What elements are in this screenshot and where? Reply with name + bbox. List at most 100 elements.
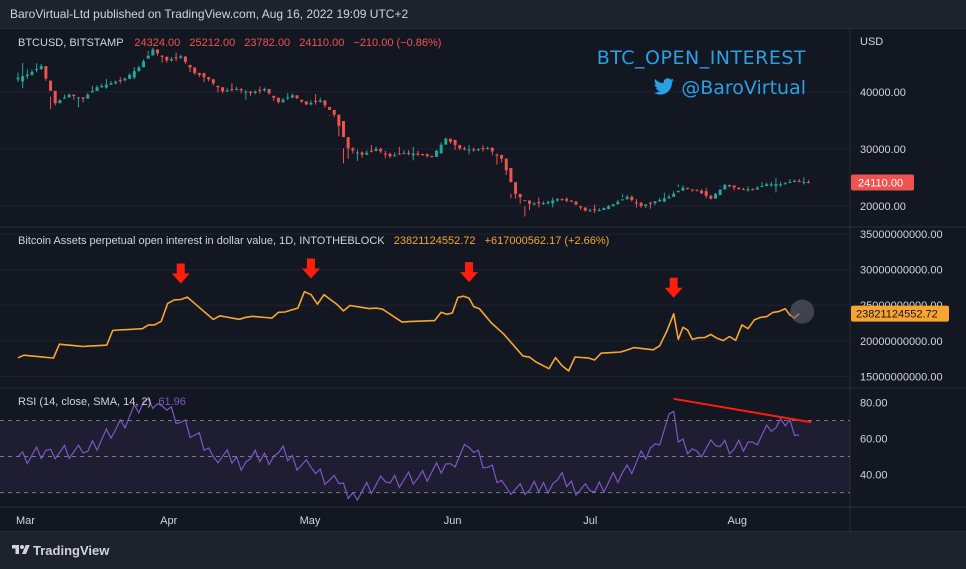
candle-body: [407, 152, 411, 154]
oi-title: Bitcoin Assets perpetual open interest i…: [18, 235, 385, 247]
candle-body: [63, 97, 66, 99]
candle-body: [793, 180, 797, 183]
down-arrow-marker: [171, 263, 190, 284]
candle-body: [439, 144, 443, 154]
candle-body: [44, 66, 48, 79]
x-tick-label: Jun: [444, 515, 462, 527]
candle-body: [314, 100, 318, 102]
candle-body: [458, 145, 462, 149]
candle-body: [276, 97, 280, 103]
candle-body: [662, 198, 666, 202]
candle-body: [346, 137, 350, 149]
brand-title: BTC_OPEN_INTEREST: [596, 47, 806, 69]
x-tick-label: Aug: [727, 515, 747, 527]
candle-body: [616, 201, 620, 205]
candle-body: [286, 97, 290, 99]
candle-body: [267, 88, 271, 94]
candle-body: [476, 149, 480, 151]
symbol-label: BTCUSD, BITSTAMP: [18, 37, 124, 49]
candle-body: [300, 99, 304, 102]
chart-svg[interactable]: 20000.00 30000.00 40000.00 24110.00 15000000…: [0, 29, 966, 533]
candle-body: [686, 187, 690, 189]
candle-body: [737, 187, 741, 189]
rsi-tick-label: 80.00: [860, 397, 888, 409]
candle-body: [593, 209, 597, 211]
candle-body: [676, 190, 680, 193]
low-value: 23782.00: [244, 37, 291, 49]
candle-body: [16, 77, 20, 80]
twitter-bird-icon: [653, 78, 675, 95]
rsi-line: [17, 397, 800, 502]
candle-body: [416, 153, 420, 155]
candle-body: [569, 200, 573, 202]
candle-body: [304, 101, 308, 105]
brand-handle-row: @BaroVirtual: [653, 76, 806, 99]
candle-body: [653, 201, 657, 203]
candle-body: [365, 152, 369, 155]
candle-body: [179, 56, 183, 58]
candle-body: [690, 189, 694, 191]
candle-body: [732, 185, 736, 188]
price-tick-label: 30000.00: [860, 144, 906, 156]
candle-body: [467, 149, 471, 151]
candle-body: [151, 49, 155, 56]
candle-body: [53, 90, 57, 104]
candle-body: [402, 152, 406, 155]
candle-body: [500, 155, 504, 159]
candle-body: [518, 194, 522, 198]
candle-body: [397, 153, 401, 155]
candle-body: [72, 94, 76, 96]
candle-body: [211, 79, 215, 84]
candle-body: [718, 189, 722, 196]
candle-body: [309, 103, 313, 105]
candle-body: [104, 84, 108, 88]
candle-body: [183, 56, 187, 62]
price-tick-label: 40000.00: [860, 87, 906, 99]
candle-body: [779, 184, 783, 186]
candle-body: [118, 80, 122, 82]
candle-body: [648, 202, 652, 204]
publisher-info: BaroVirtual-Ltd published on TradingView…: [10, 7, 409, 21]
candle-body: [239, 88, 243, 91]
down-arrow-marker: [301, 258, 320, 279]
candle-body: [58, 100, 62, 104]
candle-body: [667, 196, 671, 199]
candle-body: [123, 78, 127, 81]
candle-body: [393, 155, 397, 157]
candle-body: [639, 202, 643, 207]
candle-body: [495, 154, 499, 156]
candle-body: [788, 182, 792, 184]
change-value: −210.00 (−0.86%): [353, 37, 442, 49]
candle-body: [188, 64, 192, 68]
oi-tick-label: 15000000000.00: [860, 371, 943, 383]
candle-body: [555, 199, 559, 201]
candle-body: [225, 90, 229, 92]
candle-body: [611, 204, 615, 207]
candle-body: [579, 206, 583, 208]
candle-body: [602, 208, 606, 211]
candle-body: [695, 189, 699, 191]
rsi-title: RSI (14, close, SMA, 14, 2): [18, 396, 152, 408]
candle-body: [95, 87, 99, 92]
candle-body: [132, 71, 136, 78]
price-tick-label: 20000.00: [860, 201, 906, 213]
candle-body: [435, 150, 438, 157]
candle-body: [430, 155, 434, 157]
chart-area[interactable]: 20000.00 30000.00 40000.00 24110.00 15000000…: [0, 28, 966, 533]
candle-body: [769, 184, 773, 186]
candle-body: [630, 196, 634, 200]
rsi-trendline: [673, 397, 812, 424]
oi-last-point-halo: [790, 299, 815, 324]
candle-body: [249, 91, 252, 93]
high-value: 25212.00: [189, 37, 236, 49]
candle-body: [30, 71, 34, 75]
candle-body: [328, 106, 332, 110]
candle-body: [360, 152, 364, 155]
x-tick-label: Apr: [160, 515, 177, 527]
candle-body: [551, 200, 555, 204]
candles-group: [16, 47, 810, 217]
candle-body: [546, 201, 550, 204]
candle-body: [160, 55, 164, 57]
candle-body: [90, 91, 94, 93]
candle-body: [156, 49, 159, 54]
